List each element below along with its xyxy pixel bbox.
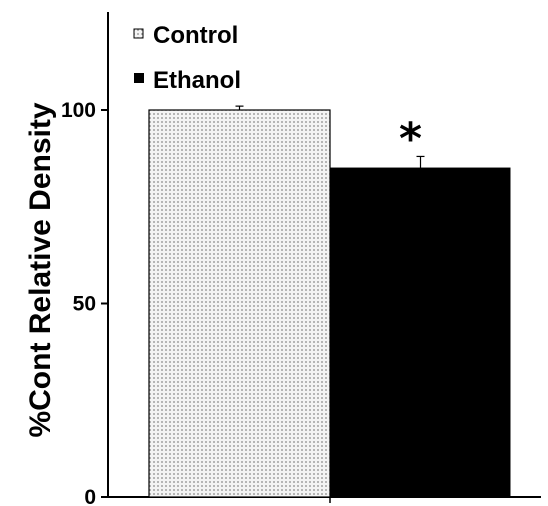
y-tick-label-0: 0: [84, 486, 96, 506]
error-bar-ethanol: [416, 155, 425, 169]
bar-control: [148, 109, 331, 498]
error-bar-control: [235, 105, 244, 110]
legend: Control Ethanol: [133, 22, 241, 94]
legend-swatch-control: [133, 28, 144, 39]
legend-label-control: Control: [153, 22, 238, 49]
y-tick-label-100: 100: [61, 99, 96, 122]
bar-ethanol: [330, 167, 511, 498]
legend-swatch-ethanol: [134, 73, 144, 83]
y-tick-label-50: 50: [73, 293, 96, 316]
significance-asterisk: *: [399, 113, 422, 164]
legend-label-ethanol: Ethanol: [153, 67, 241, 94]
y-axis-label: %Cont Relative Density: [24, 102, 57, 437]
